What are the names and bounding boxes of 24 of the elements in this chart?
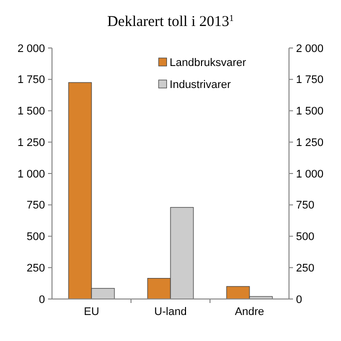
legend-label: Industrivarer [170,78,232,91]
chart-title: Deklarert toll i 2013$^{1}$ [107,13,234,30]
y-tick-label: 1 000 [17,168,45,180]
y2-tick-label: 1 500 [296,106,324,118]
y2-tick-label: 500 [296,231,314,244]
y-tick-label: 0 [38,294,45,306]
y2-tick-label: 2 000 [296,42,324,55]
y2-tick-label: 1 250 [296,136,324,149]
y2-tick-label: 750 [296,200,314,212]
legend-label: Landbruksvarer [170,56,246,69]
x-tick-label: Andre [234,306,264,318]
y-tick-label: 500 [26,231,45,244]
y-tick-label: 1 500 [17,106,45,118]
y-tick-label: 250 [26,262,45,274]
y-tick-label: 2 000 [17,42,45,55]
y2-tick-label: 1 000 [296,168,324,180]
x-tick-label: U-land [154,306,187,318]
y2-tick-label: 1 750 [296,74,324,86]
x-tick-label: EU [84,306,100,318]
y2-tick-label: 250 [296,262,314,274]
y-tick-label: 1 750 [17,74,45,86]
y-tick-label: 750 [26,200,45,212]
y2-tick-label: 0 [296,294,302,306]
y-tick-label: 1 250 [17,136,45,149]
